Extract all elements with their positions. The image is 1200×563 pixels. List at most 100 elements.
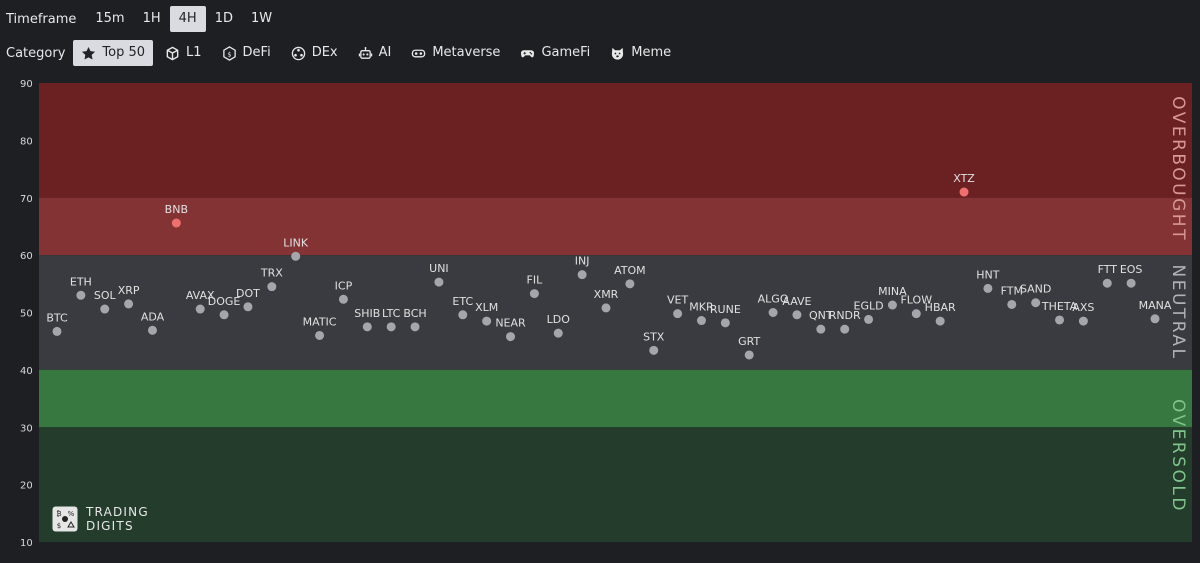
data-point-dot[interactable] <box>482 316 492 326</box>
category-dex-button[interactable]: DEx <box>283 40 346 66</box>
point-uni[interactable]: UNI <box>429 262 449 287</box>
data-point-dot[interactable] <box>911 309 921 319</box>
data-point-dot[interactable] <box>52 326 62 336</box>
data-point-dot[interactable] <box>1007 299 1017 309</box>
data-point-dot[interactable] <box>267 282 277 292</box>
point-egld[interactable]: EGLD <box>854 299 884 324</box>
point-sol[interactable]: SOL <box>94 289 117 314</box>
data-point-dot[interactable] <box>983 283 993 293</box>
data-point-dot[interactable] <box>291 251 301 261</box>
data-point-dot[interactable] <box>673 309 683 319</box>
point-mkr[interactable]: MKR <box>689 301 714 326</box>
data-point-dot[interactable] <box>601 303 611 313</box>
data-point-dot[interactable] <box>219 310 229 320</box>
data-point-dot[interactable] <box>696 316 706 326</box>
point-hnt[interactable]: HNT <box>976 268 1000 293</box>
data-point-dot[interactable] <box>1102 278 1112 288</box>
category-metaverse-button[interactable]: Metaverse <box>403 40 508 66</box>
point-theta[interactable]: THETA <box>1041 300 1078 325</box>
data-point-dot[interactable] <box>792 310 802 320</box>
data-point-dot[interactable] <box>935 316 945 326</box>
data-point-dot[interactable] <box>1126 278 1136 288</box>
point-ada[interactable]: ADA <box>141 310 165 335</box>
point-ftt[interactable]: FTT <box>1098 263 1118 288</box>
data-point-dot[interactable] <box>76 290 86 300</box>
point-trx[interactable]: TRX <box>260 267 283 292</box>
category-defi-button[interactable]: $ DeFi <box>214 40 279 66</box>
timeframe-1w-button[interactable]: 1W <box>250 11 273 26</box>
data-point-dot[interactable] <box>1150 314 1160 324</box>
point-rune[interactable]: RUNE <box>710 303 741 328</box>
category-meme-button[interactable]: Meme <box>602 40 679 66</box>
point-bnb[interactable]: BNB <box>165 203 188 228</box>
data-point-dot[interactable] <box>124 299 134 309</box>
point-ltc[interactable]: LTC <box>382 307 401 332</box>
timeframe-15m-button[interactable]: 15m <box>95 11 125 26</box>
data-point-dot[interactable] <box>744 350 754 360</box>
point-eth[interactable]: ETH <box>70 275 92 300</box>
point-btc[interactable]: BTC <box>46 311 68 336</box>
point-axs[interactable]: AXS <box>1072 301 1094 326</box>
timeframe-1d-button[interactable]: 1D <box>214 11 233 26</box>
category-ai-button[interactable]: AI <box>350 40 400 66</box>
point-qnt[interactable]: QNT <box>809 309 833 334</box>
category-l1-button[interactable]: L1 <box>157 40 210 66</box>
point-eos[interactable]: EOS <box>1120 263 1143 288</box>
point-etc[interactable]: ETC <box>452 295 473 320</box>
point-ftm[interactable]: FTM <box>1001 284 1023 309</box>
data-point-dot[interactable] <box>434 277 444 287</box>
point-algo[interactable]: ALGO <box>758 293 789 318</box>
data-point-dot[interactable] <box>864 314 874 324</box>
point-atom[interactable]: ATOM <box>614 264 646 289</box>
data-point-dot[interactable] <box>816 324 826 334</box>
point-doge[interactable]: DOGE <box>208 295 241 320</box>
point-vet[interactable]: VET <box>667 294 688 319</box>
data-point-dot[interactable] <box>386 322 396 332</box>
data-point-dot[interactable] <box>1078 316 1088 326</box>
point-link[interactable]: LINK <box>283 236 309 261</box>
data-point-dot[interactable] <box>768 308 778 317</box>
data-point-dot[interactable] <box>577 270 587 280</box>
data-point-dot[interactable] <box>649 345 659 355</box>
data-point-dot[interactable] <box>315 330 325 340</box>
category-gamefi-button[interactable]: GameFi <box>512 40 598 66</box>
data-point-dot[interactable] <box>458 310 468 320</box>
timeframe-4h-button[interactable]: 4H <box>169 6 206 32</box>
point-flow[interactable]: FLOW <box>900 294 932 319</box>
data-point-dot[interactable] <box>720 318 730 328</box>
data-point-dot[interactable] <box>1055 315 1065 325</box>
point-stx[interactable]: STX <box>643 330 665 355</box>
data-point-dot[interactable] <box>338 294 348 304</box>
point-grt[interactable]: GRT <box>738 335 761 360</box>
data-point-dot[interactable] <box>171 218 181 228</box>
data-point-dot[interactable] <box>840 324 850 334</box>
point-fil[interactable]: FIL <box>527 274 544 299</box>
point-hbar[interactable]: HBAR <box>925 301 956 326</box>
point-dot[interactable]: DOT <box>236 287 260 312</box>
data-point-dot[interactable] <box>195 304 205 314</box>
point-xrp[interactable]: XRP <box>118 284 140 309</box>
point-xmr[interactable]: XMR <box>594 288 619 313</box>
point-shib[interactable]: SHIB <box>354 307 380 332</box>
point-near[interactable]: NEAR <box>495 317 526 342</box>
category-top50-button[interactable]: Top 50 <box>73 40 154 66</box>
data-point-dot[interactable] <box>147 325 157 335</box>
data-point-dot[interactable] <box>410 322 420 332</box>
point-ldo[interactable]: LDO <box>547 313 571 338</box>
point-matic[interactable]: MATIC <box>303 315 337 340</box>
point-mina[interactable]: MINA <box>878 285 907 310</box>
point-xlm[interactable]: XLM <box>475 301 498 326</box>
timeframe-1h-button[interactable]: 1H <box>142 11 161 26</box>
point-aave[interactable]: AAVE <box>782 295 812 320</box>
point-sand[interactable]: SAND <box>1020 283 1051 308</box>
data-point-dot[interactable] <box>625 279 635 289</box>
data-point-dot[interactable] <box>1031 298 1041 308</box>
data-point-dot[interactable] <box>100 304 110 314</box>
data-point-dot[interactable] <box>553 328 563 338</box>
point-inj[interactable]: INJ <box>575 255 590 280</box>
point-mana[interactable]: MANA <box>1139 299 1172 324</box>
data-point-dot[interactable] <box>887 300 897 310</box>
point-bch[interactable]: BCH <box>403 307 427 332</box>
point-icp[interactable]: ICP <box>335 279 353 304</box>
point-avax[interactable]: AVAX <box>186 289 215 314</box>
